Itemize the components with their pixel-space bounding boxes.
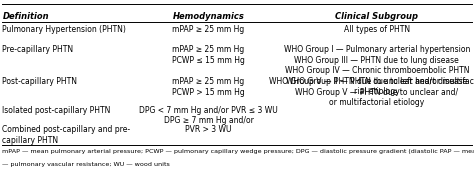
Text: mPAP ≥ 25 mm Hg
PCWP > 15 mm Hg: mPAP ≥ 25 mm Hg PCWP > 15 mm Hg [172,77,245,97]
Text: Hemodynamics: Hemodynamics [173,12,245,21]
Text: Combined post-capillary and pre-
capillary PHTN: Combined post-capillary and pre- capilla… [2,125,130,145]
Text: DPG < 7 mm Hg and/or PVR ≤ 3 WU
DPG ≥ 7 mm Hg and/or: DPG < 7 mm Hg and/or PVR ≤ 3 WU DPG ≥ 7 … [139,106,278,125]
Text: WHO Group I — Pulmonary arterial hypertension
WHO Group III — PHTN due to lung d: WHO Group I — Pulmonary arterial hyperte… [269,45,474,96]
Text: Definition: Definition [2,12,49,21]
Text: All types of PHTN: All types of PHTN [344,25,410,34]
Text: Isolated post-capillary PHTN: Isolated post-capillary PHTN [2,106,111,115]
Text: mPAP ≥ 25 mm Hg
PCWP ≤ 15 mm Hg: mPAP ≥ 25 mm Hg PCWP ≤ 15 mm Hg [172,45,245,65]
Text: PVR > 3 WU: PVR > 3 WU [185,125,232,135]
Text: Clinical Subgroup: Clinical Subgroup [335,12,419,21]
Text: WHO Group II — PHTN due to left heart disease
WHO Group V — PHTN due to unclear : WHO Group II — PHTN due to left heart di… [286,77,467,107]
Text: mPAP — mean pulmonary arterial pressure; PCWP — pulmonary capillary wedge pressu: mPAP — mean pulmonary arterial pressure;… [2,149,474,154]
Text: mPAP ≥ 25 mm Hg: mPAP ≥ 25 mm Hg [173,25,245,34]
Text: Post-capillary PHTN: Post-capillary PHTN [2,77,77,87]
Text: — pulmonary vascular resistance; WU — wood units: — pulmonary vascular resistance; WU — wo… [2,162,170,167]
Text: Pre-capillary PHTN: Pre-capillary PHTN [2,45,73,54]
Text: Pulmonary Hypertension (PHTN): Pulmonary Hypertension (PHTN) [2,25,126,34]
